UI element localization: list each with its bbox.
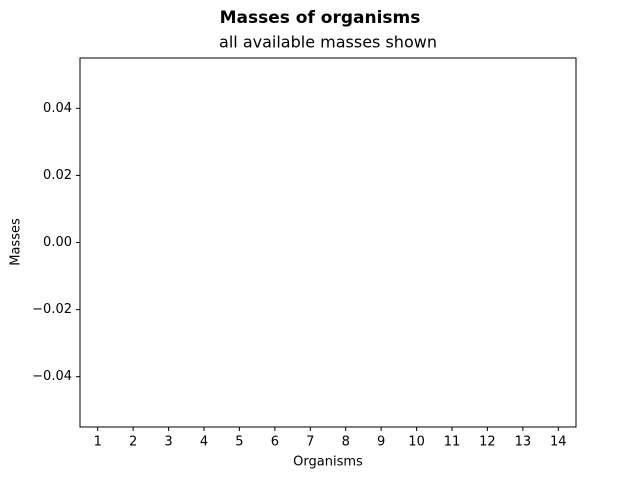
y-tick-label: 0.02 xyxy=(43,168,72,183)
y-tick-label: −0.02 xyxy=(32,302,72,317)
x-tick-label: 13 xyxy=(515,435,532,450)
y-tick-label: −0.04 xyxy=(32,369,72,384)
plot-frame xyxy=(79,57,577,428)
x-tick-label: 7 xyxy=(306,435,314,450)
x-tick-label: 4 xyxy=(200,435,208,450)
x-tick-label: 1 xyxy=(94,435,102,450)
x-tick-label: 14 xyxy=(550,435,567,450)
y-axis-label: Masses xyxy=(9,218,24,266)
y-tick-label: 0.04 xyxy=(43,101,72,116)
y-tick-label: 0.00 xyxy=(43,235,72,250)
chart-subtitle: all available masses shown xyxy=(219,33,437,52)
x-tick-label: 5 xyxy=(235,435,243,450)
x-axis-label: Organisms xyxy=(293,455,363,470)
x-tick-label: 9 xyxy=(377,435,385,450)
x-tick-label: 3 xyxy=(164,435,172,450)
chart-title: Masses of organisms xyxy=(220,8,421,28)
x-tick-label: 10 xyxy=(408,435,425,450)
x-tick-label: 2 xyxy=(129,435,137,450)
x-tick-label: 12 xyxy=(479,435,496,450)
x-tick-label: 11 xyxy=(444,435,461,450)
x-tick-label: 8 xyxy=(342,435,350,450)
x-tick-label: 6 xyxy=(271,435,279,450)
